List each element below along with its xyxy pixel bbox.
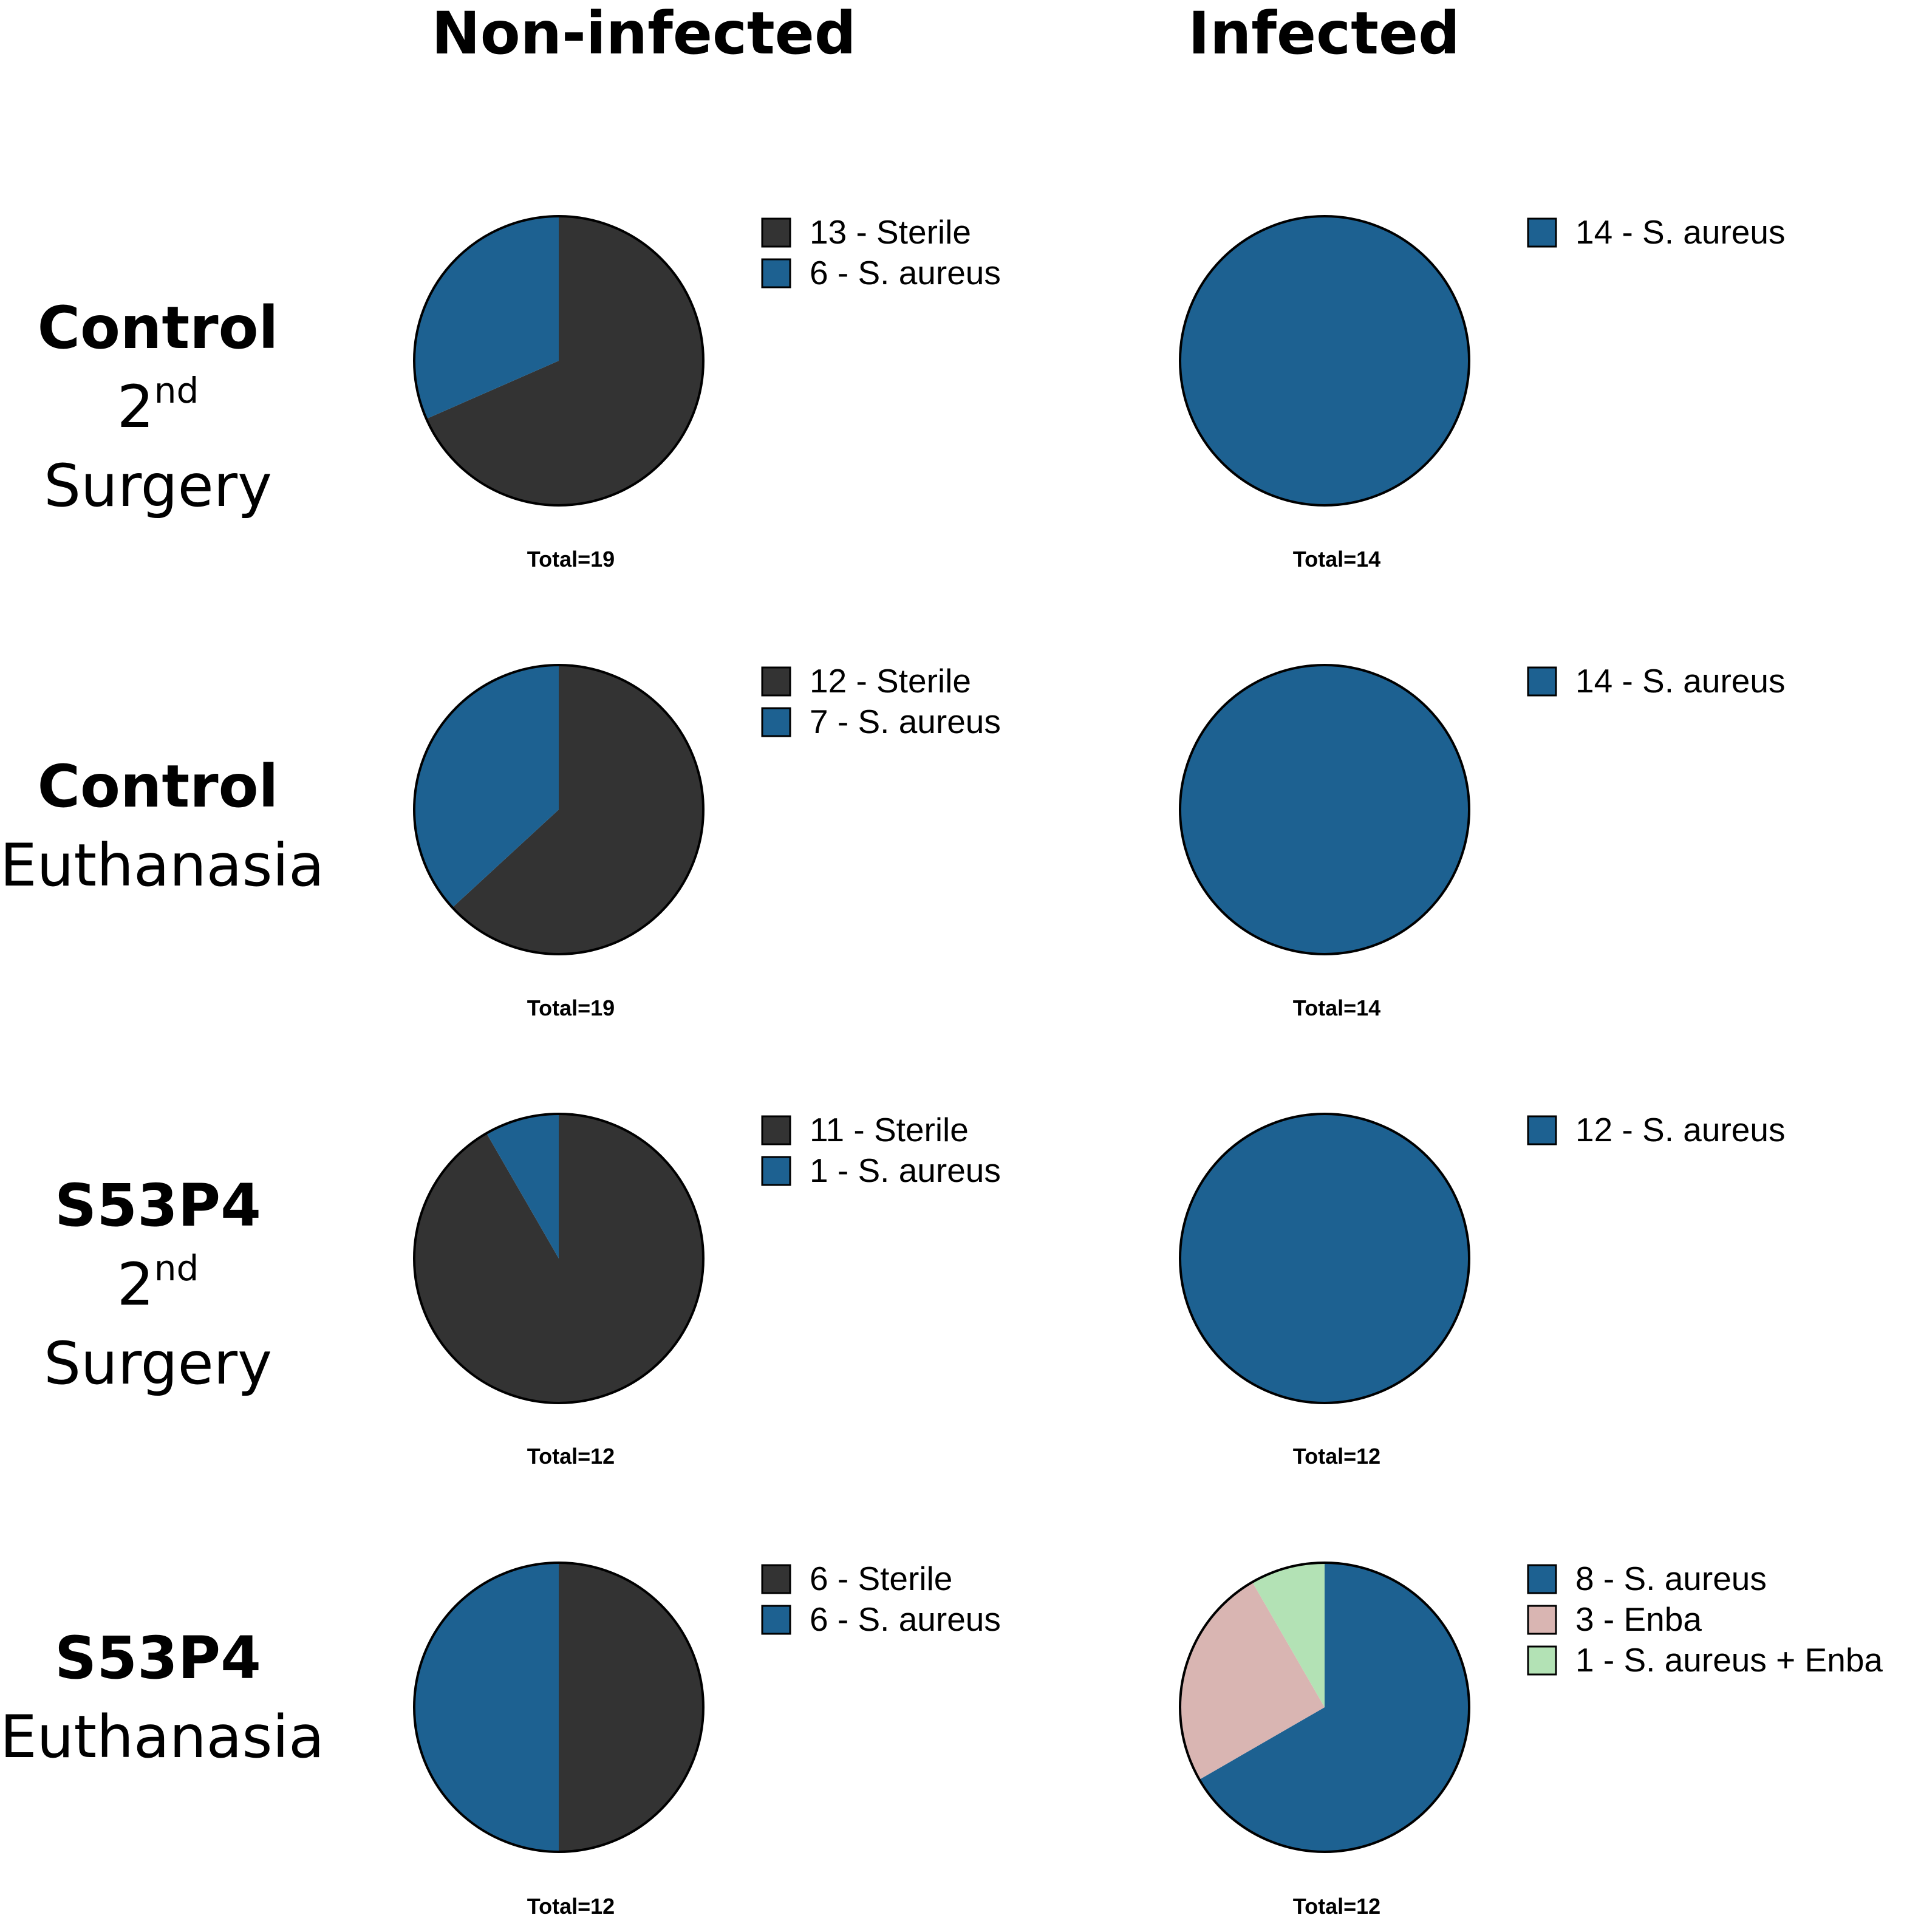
legend-swatch-sterile [761,217,791,248]
pie-outline [413,1562,705,1853]
legend-label: 6 - S. aureus [810,254,1001,292]
pie-outline [1179,664,1470,955]
legend-swatch-s-aureus [761,1156,791,1186]
pie-chart-r1-c1: 14 - S. aureus Total=14 [1179,662,1785,1020]
legend-label: 12 - S. aureus [1575,1111,1785,1149]
pie-total-label: Total=12 [527,1894,615,1919]
legend-label: 14 - S. aureus [1575,213,1785,251]
legend-label: 6 - S. aureus [810,1600,1001,1638]
legend-swatch-s-aureus [1527,217,1557,248]
row-label-control-2nd-surgery: Control 2nd Surgery [0,288,316,525]
legend-swatch-enba [1527,1605,1557,1635]
row-label-s53p4-euthanasia: S53P4 Euthanasia [0,1619,324,1777]
row-group-label: Control [37,753,279,821]
pie-slice-sterile [452,665,704,954]
legend-label: 12 - Sterile [810,662,971,700]
legend-label: 13 - Sterile [810,213,971,251]
column-header-non-infected: Non-infected [431,0,856,67]
pie-total-label: Total=19 [527,547,615,572]
row-time-label: 2nd Surgery [44,370,272,520]
legend-swatch-sterile [761,1115,791,1145]
pie-slice-s-aureus [414,1563,559,1852]
row-label-control-euthanasia: Control Euthanasia [0,747,324,905]
legend-label: 11 - Sterile [810,1111,969,1149]
pie-outline [1179,1113,1470,1404]
legend-swatch-s-aureus [1527,1115,1557,1145]
row-time-label: 2nd Surgery [44,1248,272,1398]
pie-total-label: Total=14 [1293,995,1380,1020]
pie-slice-s-aureus [486,1114,559,1258]
legend-swatch-sterile [761,1564,791,1594]
legend-swatch-s-aureus [1527,1564,1557,1594]
legend-label: 14 - S. aureus [1575,662,1785,700]
pie-slice-sterile [559,1563,703,1852]
legend-label: 1 - S. aureus + Enba [1575,1641,1883,1679]
pie-outline [1179,215,1470,507]
pie-slice-s-aureus-enba [1252,1563,1325,1707]
legend-label: 6 - Sterile [810,1560,952,1597]
legend-label: 3 - Enba [1575,1600,1702,1638]
legend-label: 7 - S. aureus [810,703,1001,740]
pie-chart-r0-c1: 14 - S. aureus Total=14 [1179,213,1785,572]
row-group-label: S53P4 [55,1172,261,1240]
pie-outline [1179,1562,1470,1853]
pie-slice-s-aureus [1180,216,1469,505]
row-group-label: S53P4 [55,1624,261,1692]
legend-swatch-s-aureus [1527,666,1557,697]
pie-slice-enba [1180,1582,1325,1780]
pie-slice-sterile [426,216,704,505]
pie-outline [413,1113,705,1404]
row-group-label: Control [37,294,279,362]
row-time-label: Euthanasia [0,1703,324,1771]
legend-swatch-s-aureus-enba [1527,1645,1557,1676]
legend-swatch-s-aureus [761,1605,791,1635]
row-label-s53p4-2nd-surgery: S53P4 2nd Surgery [0,1166,316,1403]
pie-slice-s-aureus [1180,665,1469,954]
pie-total-label: Total=12 [1293,1444,1380,1469]
pie-total-label: Total=12 [1293,1894,1380,1919]
pie-total-label: Total=12 [527,1444,615,1469]
pie-slice-s-aureus [414,665,559,908]
legend-swatch-sterile [761,666,791,697]
legend-label: 8 - S. aureus [1575,1560,1767,1597]
legend-label: 1 - S. aureus [810,1152,1001,1189]
pie-total-label: Total=19 [527,995,615,1020]
row-time-label: Euthanasia [0,831,324,899]
pie-outline [413,215,705,507]
pie-slice-s-aureus [1180,1114,1469,1403]
pie-slice-s-aureus [1199,1563,1470,1852]
pie-slice-sterile [414,1114,704,1404]
pie-total-label: Total=14 [1293,547,1380,572]
column-header-infected: Infected [1188,0,1460,67]
legend-swatch-s-aureus [761,258,791,288]
pie-outline [413,664,705,955]
pie-chart-r2-c1: 12 - S. aureus Total=12 [1179,1111,1785,1469]
legend-swatch-s-aureus [761,707,791,737]
